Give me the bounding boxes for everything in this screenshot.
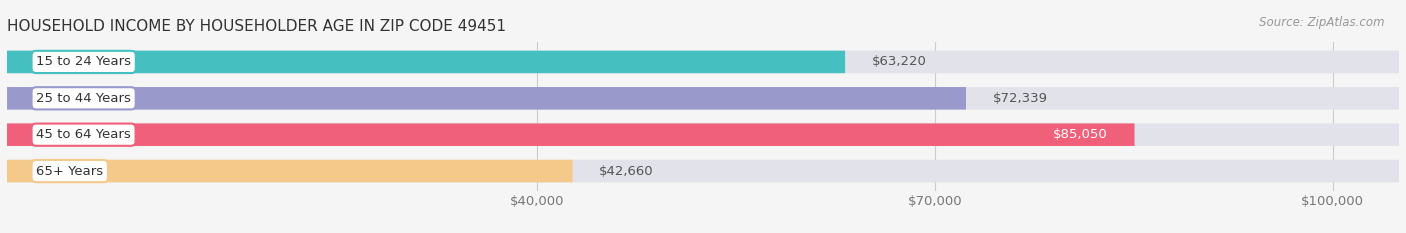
Text: Source: ZipAtlas.com: Source: ZipAtlas.com — [1260, 16, 1385, 29]
FancyBboxPatch shape — [7, 51, 1399, 73]
FancyBboxPatch shape — [7, 160, 572, 182]
FancyBboxPatch shape — [7, 87, 1399, 110]
FancyBboxPatch shape — [7, 87, 966, 110]
Text: 65+ Years: 65+ Years — [37, 164, 103, 178]
FancyBboxPatch shape — [7, 51, 845, 73]
Text: 15 to 24 Years: 15 to 24 Years — [37, 55, 131, 69]
Text: HOUSEHOLD INCOME BY HOUSEHOLDER AGE IN ZIP CODE 49451: HOUSEHOLD INCOME BY HOUSEHOLDER AGE IN Z… — [7, 19, 506, 34]
FancyBboxPatch shape — [7, 123, 1135, 146]
Text: $42,660: $42,660 — [599, 164, 654, 178]
Text: $72,339: $72,339 — [993, 92, 1047, 105]
Text: 45 to 64 Years: 45 to 64 Years — [37, 128, 131, 141]
Text: $85,050: $85,050 — [1053, 128, 1108, 141]
Text: $63,220: $63,220 — [872, 55, 927, 69]
FancyBboxPatch shape — [7, 123, 1399, 146]
Text: 25 to 44 Years: 25 to 44 Years — [37, 92, 131, 105]
FancyBboxPatch shape — [7, 160, 1399, 182]
